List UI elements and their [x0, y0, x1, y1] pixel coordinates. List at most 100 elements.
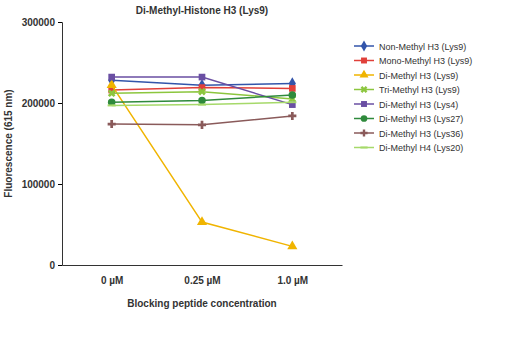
legend-item: Di-Methyl H3 (Lys36) — [354, 129, 463, 139]
y-tick: 200000 — [22, 98, 62, 109]
series-line — [112, 85, 293, 246]
marker — [289, 101, 296, 108]
marker — [198, 104, 206, 106]
legend-marker — [361, 40, 367, 51]
y-tick-label: 300000 — [22, 17, 56, 28]
legend-item: Di-Methyl H3 (Lys27) — [354, 114, 463, 124]
title: Di-Methyl-Histone H3 (Lys9) — [136, 5, 268, 16]
x-tick: 0.25 µM — [184, 265, 220, 286]
legend-label: Tri-Methyl H3 (Lys9) — [379, 85, 460, 95]
marker-shape — [106, 88, 117, 99]
y-tick-label: 200000 — [22, 98, 56, 109]
legend-marker-shape — [360, 129, 367, 136]
chart: 0 100000 200000 300000 0 µM 0.25 µM 1.0 µM Di-M… — [0, 0, 520, 350]
x-axis-line — [63, 265, 343, 266]
marker-shape — [288, 101, 296, 103]
marker-shape — [108, 104, 116, 106]
y-tick-mark — [58, 265, 62, 266]
legend-label: Di-Methyl H3 (Lys9) — [379, 71, 458, 81]
y-tick-label: 0 — [49, 260, 55, 271]
marker — [108, 98, 116, 106]
y-tick-mark — [58, 22, 62, 23]
legend-marker — [359, 84, 369, 94]
marker — [198, 97, 206, 105]
marker-shape — [196, 86, 207, 97]
legend-label: Di-Methyl H3 (Lys36) — [379, 129, 463, 139]
marker — [198, 121, 206, 129]
marker-shape — [107, 79, 117, 88]
marker-shape — [108, 120, 116, 128]
marker-shape — [288, 112, 296, 120]
series-line — [112, 77, 293, 105]
marker-shape — [289, 101, 296, 108]
marker — [289, 91, 297, 99]
marker — [287, 241, 297, 250]
marker — [108, 104, 116, 106]
marker — [196, 86, 207, 97]
marker-shape — [198, 121, 206, 129]
marker — [197, 216, 207, 225]
x-tick-label: 0 µM — [101, 275, 123, 286]
marker — [199, 74, 206, 81]
legend-marker — [361, 58, 367, 64]
series-line — [112, 102, 293, 105]
marker-shape — [198, 104, 206, 106]
x-tick: 1.0 µM — [277, 265, 308, 286]
y-tick-mark — [58, 184, 62, 185]
legend-label: Di-Methyl H4 (Lys20) — [379, 143, 463, 153]
legend-label: Mono-Methyl H3 (Lys9) — [379, 56, 472, 66]
legend-marker-shape — [360, 147, 367, 149]
marker-shape — [287, 241, 297, 250]
legend-marker — [360, 129, 367, 136]
y-tick: 0 — [49, 260, 62, 271]
legend-item: Di-Methyl H3 (Lys9) — [354, 70, 458, 81]
x-tick-label: 1.0 µM — [277, 275, 308, 286]
marker — [289, 85, 296, 92]
marker-shape — [289, 91, 297, 99]
marker — [288, 112, 296, 120]
marker — [107, 79, 117, 88]
marker-shape — [199, 74, 206, 81]
legend-marker-shape — [361, 58, 367, 64]
x-tick-label: 0.25 µM — [184, 275, 220, 286]
x-axis: 0 µM 0.25 µM 1.0 µM — [63, 265, 343, 286]
y-tick-label: 100000 — [22, 179, 56, 190]
marker-shape — [197, 216, 207, 225]
legend-label: Di-Methyl H3 (Lys4) — [379, 100, 458, 110]
legend-marker-shape — [359, 70, 368, 78]
legend-line — [354, 147, 374, 149]
plot: 0 100000 200000 300000 0 µM 0.25 µM 1.0 µM — [22, 17, 343, 286]
legend-marker-shape — [361, 101, 367, 107]
marker-shape — [108, 98, 116, 106]
legend-marker-shape — [361, 40, 367, 51]
legend-marker — [360, 147, 367, 149]
y-tick-mark — [58, 103, 62, 104]
legend-marker — [361, 115, 368, 122]
y-tick: 300000 — [22, 17, 62, 28]
y-axis: 0 100000 200000 300000 — [22, 17, 63, 271]
legend-item: Di-Methyl H4 (Lys20) — [354, 143, 463, 153]
legend: Non-Methyl H3 (Lys9) Mono-Methyl H3 (Lys9… — [354, 40, 472, 153]
y-axis-line — [58, 23, 63, 266]
marker-shape — [198, 97, 206, 105]
y-tick: 100000 — [22, 179, 62, 190]
marker — [108, 74, 115, 81]
legend-label: Di-Methyl H3 (Lys27) — [379, 114, 463, 124]
marker-shape — [108, 74, 115, 81]
legend-marker-shape — [359, 84, 369, 94]
marker — [108, 120, 116, 128]
y-axis-title: Fluorescence (615 nm) — [3, 89, 14, 197]
marker — [288, 101, 296, 103]
legend-item: Tri-Methyl H3 (Lys9) — [354, 84, 460, 95]
legend-item: Non-Methyl H3 (Lys9) — [354, 40, 466, 51]
marker-shape — [289, 85, 296, 92]
legend-label: Non-Methyl H3 (Lys9) — [379, 42, 466, 52]
legend-marker-shape — [361, 115, 368, 122]
x-axis-title: Blocking peptide concentration — [127, 298, 276, 309]
legend-marker — [359, 70, 368, 78]
x-tick: 0 µM — [101, 265, 123, 286]
legend-item: Mono-Methyl H3 (Lys9) — [354, 56, 472, 66]
marker — [106, 88, 117, 99]
legend-marker — [361, 101, 367, 107]
marks — [106, 74, 298, 250]
